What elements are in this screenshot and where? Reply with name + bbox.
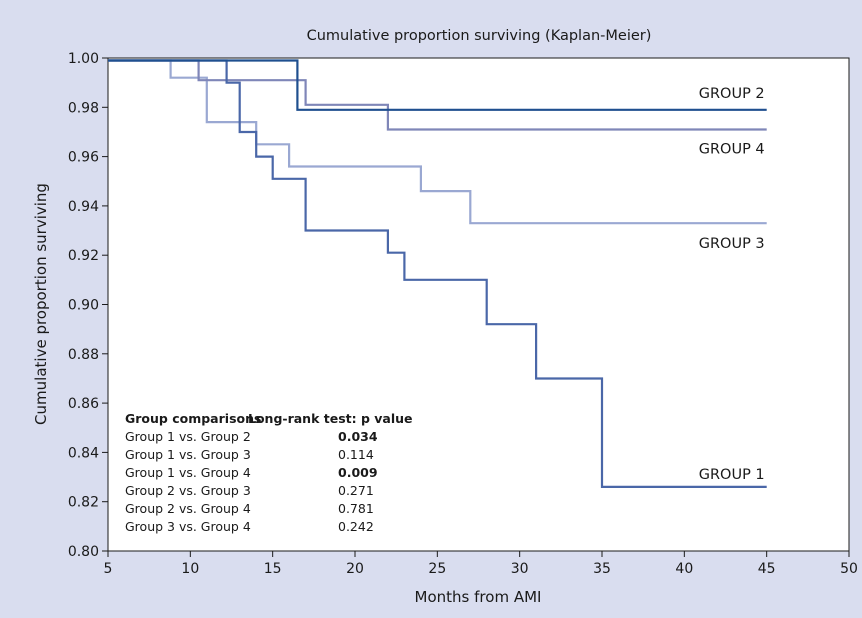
- x-tick-label: 35: [593, 561, 611, 577]
- x-tick-label: 45: [758, 561, 776, 577]
- table-row-p-value: 0.271: [338, 483, 374, 498]
- x-axis-label: Months from AMI: [415, 588, 542, 606]
- y-tick-label: 0.92: [68, 248, 99, 264]
- y-tick-label: 0.90: [68, 298, 99, 314]
- x-tick-label: 25: [428, 561, 446, 577]
- table-row-comparison: Group 1 vs. Group 4: [125, 465, 251, 480]
- series-labels: GROUP 1 GROUP 2 GROUP 3 GROUP 4: [699, 86, 765, 483]
- y-tick-label: 0.96: [68, 150, 99, 166]
- table-row-comparison: Group 2 vs. Group 3: [125, 483, 251, 498]
- series-label-group-2: GROUP 2: [699, 86, 765, 102]
- table-row-comparison: Group 1 vs. Group 3: [125, 447, 251, 462]
- table-header-comparisons: Group comparisons: [125, 411, 261, 426]
- x-axis: 5 10 15 20 25 30 35 40 45 50: [104, 551, 858, 577]
- x-tick-label: 15: [264, 561, 282, 577]
- table-header-p-value: Long-rank test: p value: [248, 411, 413, 426]
- table-row-p-value: 0.114: [338, 447, 374, 462]
- y-tick-label: 0.88: [68, 347, 99, 363]
- series-line-group-2: [108, 59, 767, 111]
- table-row-p-value: 0.242: [338, 519, 374, 534]
- chart-title: Cumulative proportion surviving (Kaplan-…: [307, 28, 652, 44]
- y-axis-label: Cumulative proportion surviving: [32, 183, 50, 425]
- y-tick-label: 0.86: [68, 396, 99, 412]
- series-line-group-1: [108, 59, 767, 488]
- y-tick-label: 0.94: [68, 199, 99, 215]
- x-tick-label: 40: [675, 561, 693, 577]
- series-lines: [108, 59, 767, 488]
- y-axis: 0.80 0.82 0.84 0.86 0.88 0.90 0.92 0.94 0.96 0.98…: [68, 51, 108, 560]
- series-label-group-3: GROUP 3: [699, 236, 765, 252]
- y-tick-label: 1.00: [68, 51, 99, 67]
- x-tick-label: 50: [840, 561, 858, 577]
- y-tick-label: 0.82: [68, 495, 99, 511]
- table-row-p-value: 0.781: [338, 501, 374, 516]
- x-tick-label: 5: [104, 561, 113, 577]
- series-label-group-1: GROUP 1: [699, 467, 765, 483]
- table-row-p-value: 0.009: [338, 465, 378, 480]
- x-tick-label: 30: [511, 561, 529, 577]
- y-tick-label: 0.98: [68, 100, 99, 116]
- table-row-comparison: Group 2 vs. Group 4: [125, 501, 251, 516]
- series-line-group-4: [108, 59, 767, 131]
- y-tick-label: 0.80: [68, 544, 99, 560]
- table-row-comparison: Group 1 vs. Group 2: [125, 429, 251, 444]
- table-row-comparison: Group 3 vs. Group 4: [125, 519, 251, 534]
- x-tick-label: 20: [346, 561, 364, 577]
- series-line-group-3: [108, 59, 767, 225]
- series-label-group-4: GROUP 4: [699, 141, 765, 157]
- plot-area: [107, 57, 850, 552]
- y-tick-label: 0.84: [68, 445, 99, 461]
- x-tick-label: 10: [181, 561, 199, 577]
- table-row-p-value: 0.034: [338, 429, 378, 444]
